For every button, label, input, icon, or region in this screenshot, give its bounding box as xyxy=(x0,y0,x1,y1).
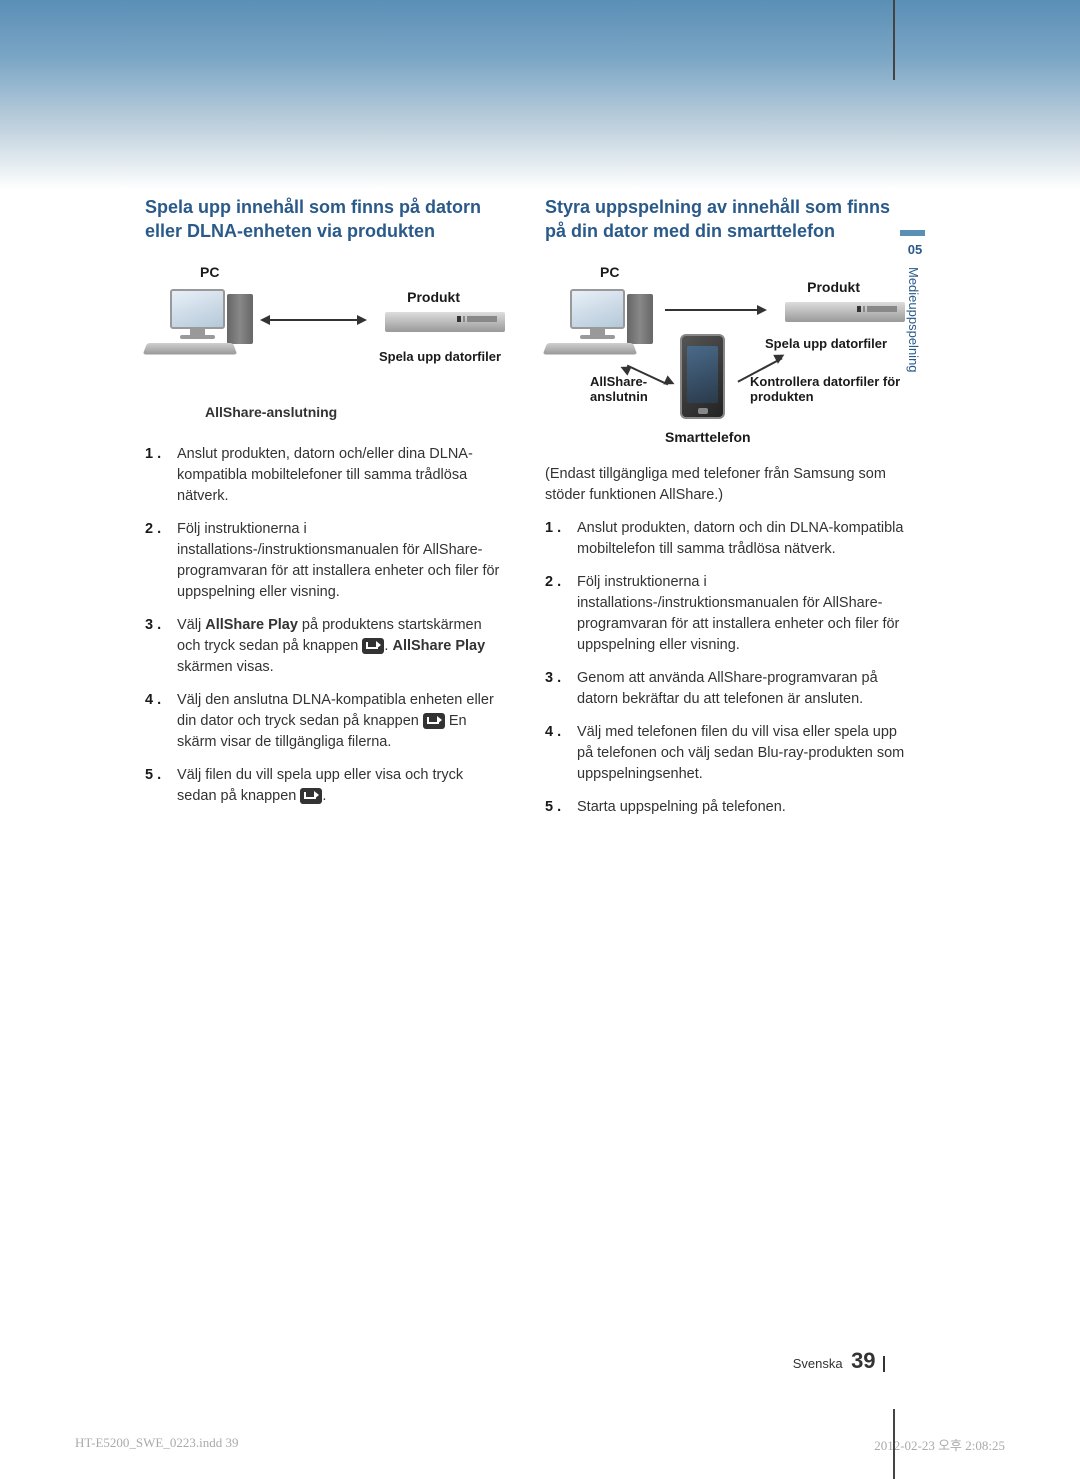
left-diagram: PC Produkt Spela upp datorfiler AllShare… xyxy=(145,264,505,434)
arrow-line xyxy=(265,319,360,321)
product-icon xyxy=(385,312,505,332)
product-label: Produkt xyxy=(407,289,460,305)
product-label: Produkt xyxy=(807,279,860,295)
pc-icon xyxy=(545,289,675,359)
list-item: Följ instruktionerna i installations-/in… xyxy=(145,519,505,603)
print-file: HT-E5200_SWE_0223.indd 39 xyxy=(75,1435,238,1454)
left-title: Spela upp innehåll som finns på datorn e… xyxy=(145,195,505,244)
play-label: Spela upp datorfiler xyxy=(765,336,905,351)
sidebar-text: Medieuppspelning xyxy=(906,267,921,373)
play-label: Spela upp datorfiler xyxy=(375,349,505,364)
list-item: Anslut produkten, datorn och/eller dina … xyxy=(145,444,505,507)
allshare-label: AllShare-anslutnin xyxy=(590,374,670,404)
crop-mark-top xyxy=(893,0,895,80)
print-footer: HT-E5200_SWE_0223.indd 39 2012-02-23 오후 … xyxy=(75,1435,1005,1454)
sidebar-num: 05 xyxy=(900,242,930,257)
enter-icon xyxy=(300,788,322,804)
text: Välj xyxy=(177,617,205,633)
right-column: Styra uppspelning av innehåll som finns … xyxy=(545,195,905,830)
control-label: Kontrollera datorfiler för produkten xyxy=(750,374,905,404)
list-item: Välj filen du vill spela upp eller visa … xyxy=(145,765,505,807)
phone-label: Smarttelefon xyxy=(665,429,751,445)
smartphone-icon xyxy=(680,334,725,419)
connection-label: AllShare-anslutning xyxy=(205,404,337,420)
page-footer: Svenska 39 xyxy=(0,1348,1080,1374)
list-item: Anslut produkten, datorn och din DLNA-ko… xyxy=(545,518,905,560)
text: . xyxy=(322,788,326,804)
main-content: Spela upp innehåll som finns på datorn e… xyxy=(145,195,905,830)
pc-label: PC xyxy=(200,264,219,280)
sidebar-mark xyxy=(900,230,925,236)
footer-lang: Svenska xyxy=(793,1356,843,1371)
arrow-left-icon xyxy=(260,315,270,325)
footer-page: 39 xyxy=(851,1348,875,1373)
list-item: Följ instruktionerna i installations-/in… xyxy=(545,572,905,656)
right-note: (Endast tillgängliga med telefoner från … xyxy=(545,464,905,506)
arrow-line xyxy=(665,309,760,311)
list-item: Starta uppspelning på telefonen. xyxy=(545,797,905,818)
list-item: Välj AllShare Play på produktens startsk… xyxy=(145,615,505,678)
list-item: Genom att använda AllShare-programvaran … xyxy=(545,668,905,710)
text-bold: AllShare Play xyxy=(392,638,485,654)
text-bold: AllShare Play xyxy=(205,617,298,633)
footer-bar xyxy=(883,1356,885,1372)
product-icon xyxy=(785,302,905,322)
header-gradient xyxy=(0,0,1080,190)
left-steps: Anslut produkten, datorn och/eller dina … xyxy=(145,444,505,807)
right-diagram: PC Produkt Spela upp datorfiler A xyxy=(545,264,905,464)
enter-icon xyxy=(362,638,384,654)
crop-mark-bottom xyxy=(893,1409,895,1479)
sidebar: 05 Medieuppspelning xyxy=(900,230,930,373)
list-item: Välj den anslutna DLNA-kompatibla enhete… xyxy=(145,690,505,753)
right-steps: Anslut produkten, datorn och din DLNA-ko… xyxy=(545,518,905,818)
arrow-right-icon xyxy=(357,315,367,325)
pc-label: PC xyxy=(600,264,619,280)
pc-icon xyxy=(145,289,275,359)
enter-icon xyxy=(423,713,445,729)
text: skärmen visas. xyxy=(177,659,274,675)
arrow-right-icon xyxy=(757,305,767,315)
list-item: Välj med telefonen filen du vill visa el… xyxy=(545,722,905,785)
left-column: Spela upp innehåll som finns på datorn e… xyxy=(145,195,505,830)
right-title: Styra uppspelning av innehåll som finns … xyxy=(545,195,905,244)
